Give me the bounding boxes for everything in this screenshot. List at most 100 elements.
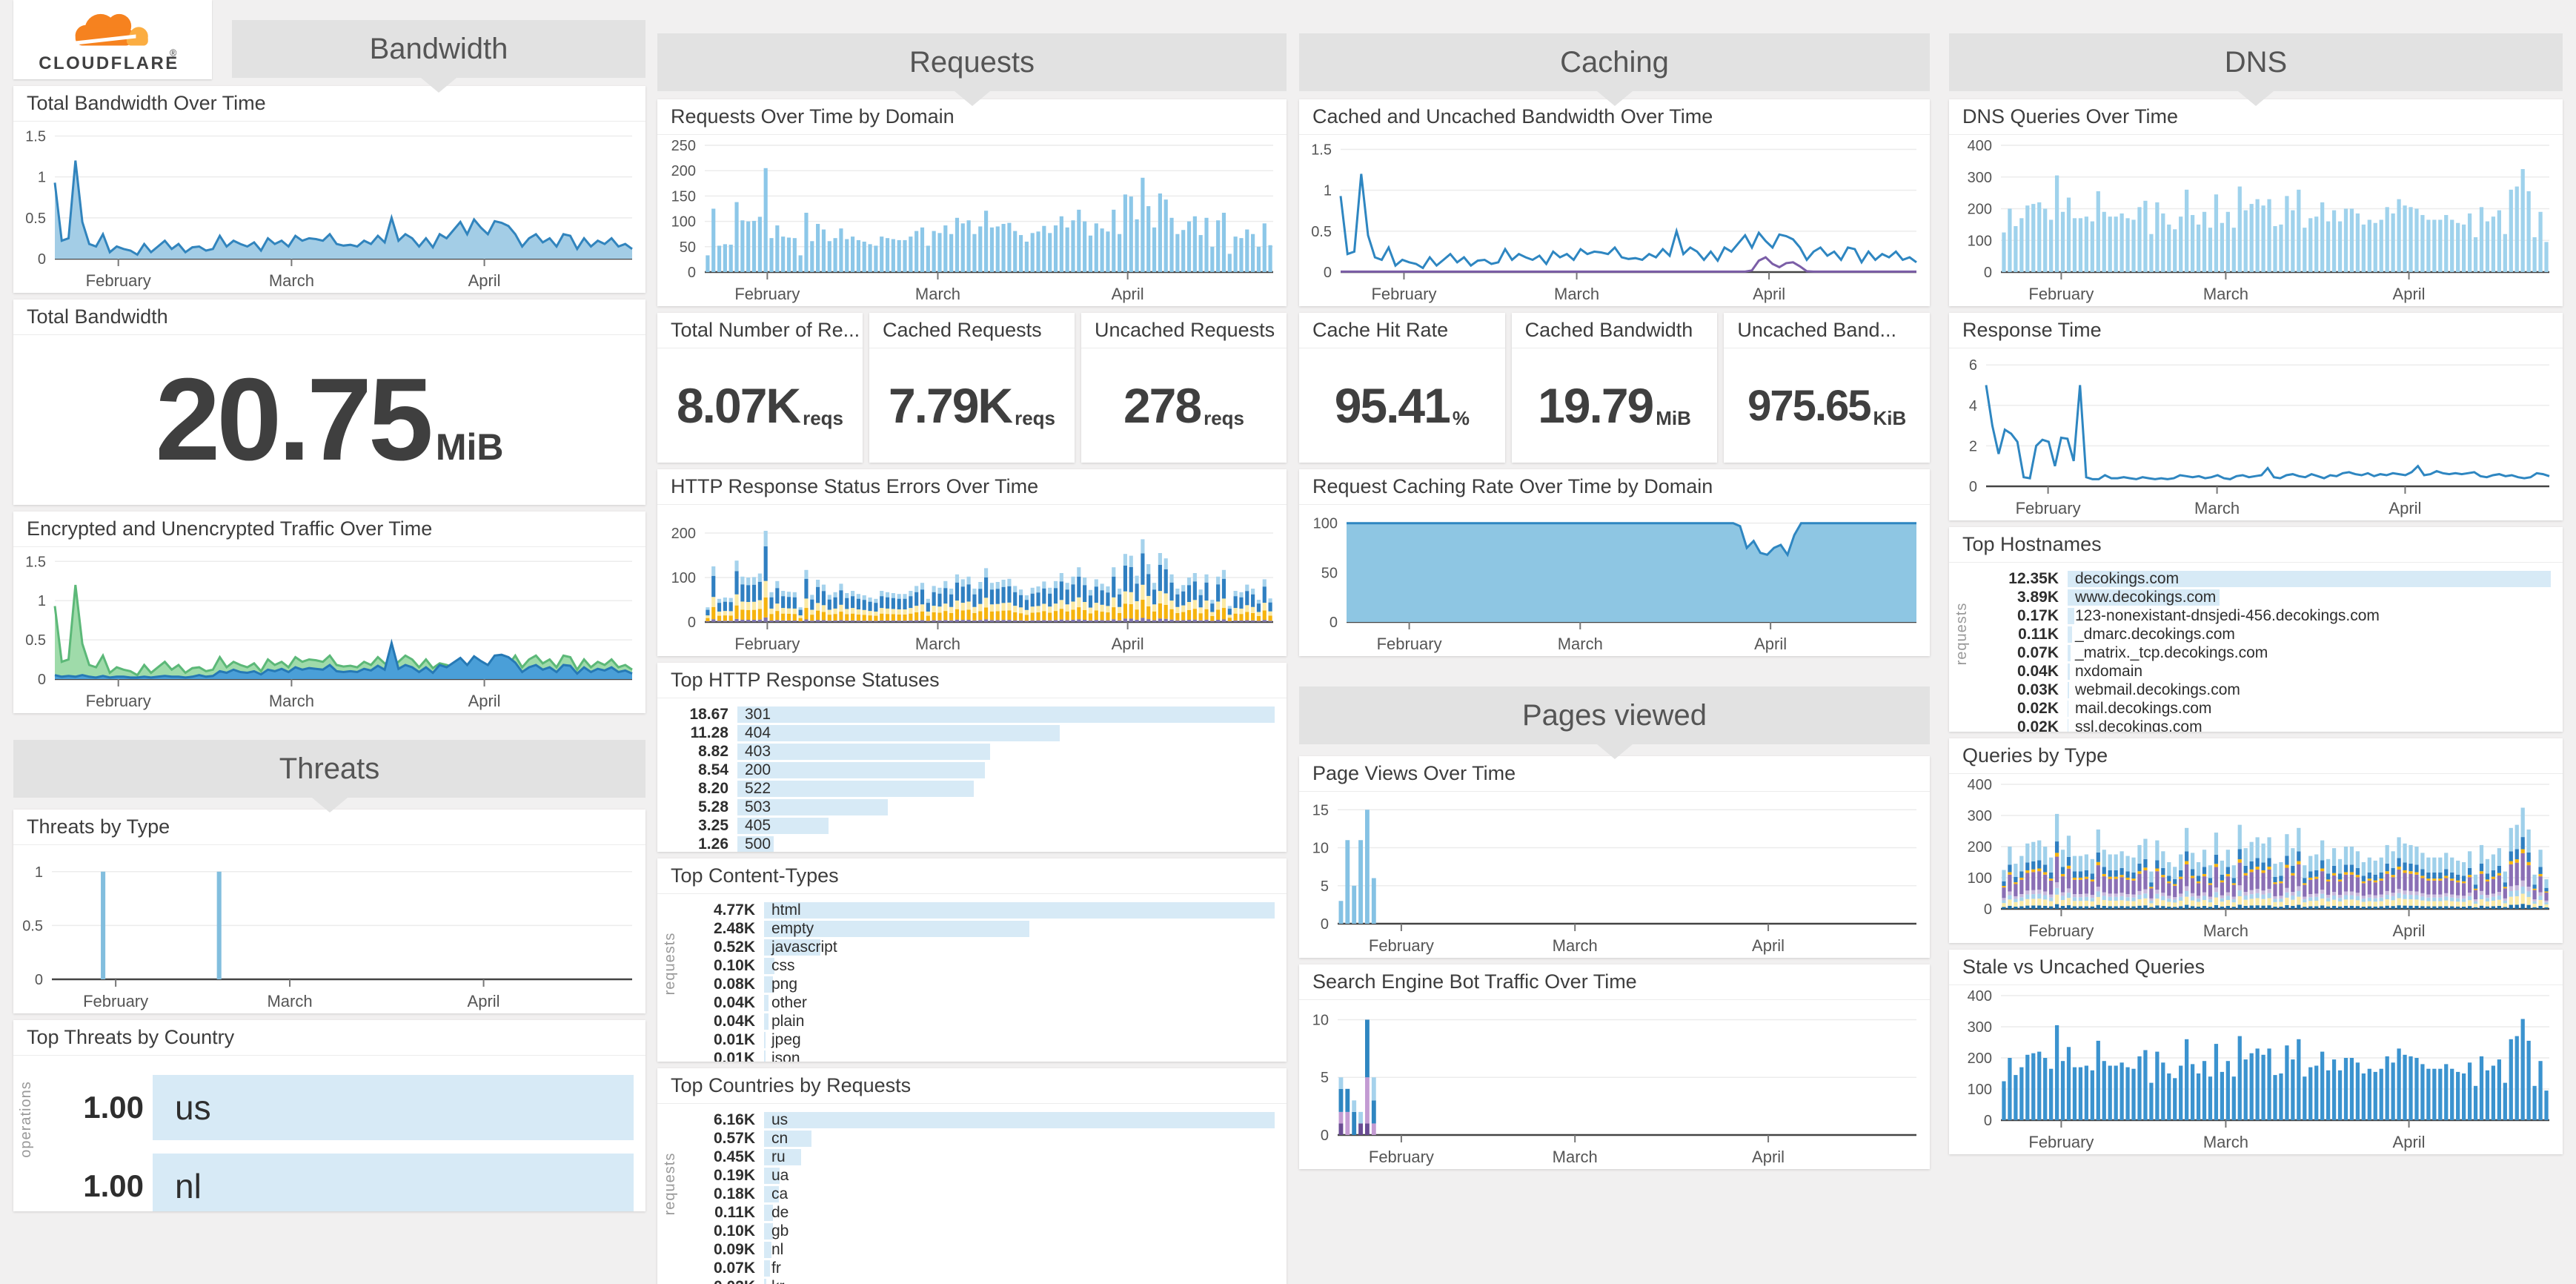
list-item-bar — [737, 799, 888, 815]
list-item-label: 200 — [745, 761, 771, 778]
list-item-value: 8.54 — [698, 761, 728, 778]
list-item-value: 0.01K — [713, 1031, 755, 1048]
list-item[interactable]: 18.67 301 — [660, 706, 1275, 723]
encrypted-traffic-chart[interactable]: 0 0.5 1 1.5 February March April — [13, 547, 645, 713]
list-item-value: 0.17K — [2016, 607, 2059, 624]
total-bandwidth-area-chart[interactable]: 0 0.5 1 1.5 February March April — [13, 122, 645, 293]
panel-title: Requests Over Time by Domain — [657, 99, 1287, 135]
svg-text:April: April — [2393, 285, 2426, 303]
list-item[interactable]: 3.89K www.decokings.com — [1976, 589, 2551, 606]
panel-top-countries: Top Countries by Requests requests 6.16K… — [657, 1068, 1287, 1284]
svg-text:March: March — [1554, 285, 1599, 303]
list-item[interactable]: 8.54 200 — [660, 761, 1275, 778]
list-item-bar — [2068, 608, 2075, 624]
svg-text:April: April — [468, 992, 500, 1010]
stale-queries-chart[interactable]: 0 100 200 300 400 February March April — [1949, 985, 2563, 1154]
cached-uncached-bandwidth-chart[interactable]: 0 0.5 1 1.5 February March April — [1299, 135, 1930, 306]
list-item[interactable]: 0.57K cn — [684, 1130, 1275, 1147]
list-item[interactable]: 0.45K ru — [684, 1148, 1275, 1165]
list-item[interactable]: 8.82 403 — [660, 743, 1275, 760]
stat-unit: reqs — [1204, 406, 1245, 429]
threats-by-type-chart[interactable]: 0 0.5 1 February March April — [13, 845, 645, 1013]
chart-svg: 0 0.5 1 1.5 February March April — [1311, 142, 1917, 303]
svg-text:300: 300 — [1968, 1019, 1992, 1036]
response-time-chart[interactable]: 0 2 4 6 February March April — [1949, 348, 2563, 520]
list-item[interactable]: 2.48K empty — [684, 920, 1275, 937]
list-item[interactable]: 0.07K _matrix._tcp.decokings.com — [1976, 644, 2551, 661]
caching-rate-chart[interactable]: 0 50 100 February March April — [1299, 505, 1930, 656]
svg-text:0.5: 0.5 — [25, 632, 46, 649]
list-item[interactable]: 0.02K ssl.decokings.com — [1976, 718, 2551, 732]
list-item[interactable]: 1.26 500 — [660, 835, 1275, 852]
requests-over-time-chart[interactable]: 0 50 100 150 200 250 February March April — [657, 135, 1287, 306]
list-item[interactable]: 0.01K jpeg — [684, 1031, 1275, 1048]
list-item[interactable]: 0.09K nl — [684, 1241, 1275, 1258]
queries-by-type-chart[interactable]: 0 100 200 300 400 February March April — [1949, 774, 2563, 943]
list-item-bar — [764, 995, 769, 1011]
svg-text:0: 0 — [1984, 265, 1992, 281]
panel-requests-over-time: Requests Over Time by Domain 0 50 100 150 20… — [657, 99, 1287, 306]
chart-svg: 0 50 100 February March April — [1313, 516, 1916, 653]
list-item[interactable]: 11.28 404 — [660, 724, 1275, 741]
list-item[interactable]: 0.11K de — [684, 1204, 1275, 1221]
svg-text:50: 50 — [680, 239, 696, 256]
panel-caching-rate: Request Caching Rate Over Time by Domain… — [1299, 469, 1930, 656]
list-item[interactable]: 0.19K ua — [684, 1167, 1275, 1184]
list-item[interactable]: 8.20 522 — [660, 780, 1275, 797]
svg-text:0: 0 — [1321, 916, 1329, 933]
list-item[interactable]: 6.16K us — [684, 1111, 1275, 1128]
list-item[interactable]: 0.04K nxdomain — [1976, 663, 2551, 680]
list-item-bar — [764, 1279, 766, 1284]
list-item-value: 0.01K — [713, 1050, 755, 1062]
list-item[interactable]: 1.00 us — [40, 1075, 634, 1140]
svg-text:6: 6 — [1969, 357, 1977, 374]
list-item[interactable]: 0.17K 123-nonexistant-dnsjedi-456.decokin… — [1976, 607, 2551, 624]
list-item[interactable]: 0.07K fr — [684, 1260, 1275, 1277]
panel-response-time: Response Time 0 2 4 6 February March April — [1949, 313, 2563, 520]
list-item[interactable]: 3.25 405 — [660, 817, 1275, 834]
page-views-chart[interactable]: 0 5 10 15 February March April — [1299, 792, 1930, 958]
list-item-value: 0.04K — [713, 1013, 755, 1030]
svg-text:100: 100 — [671, 214, 696, 231]
list-item-value: 0.11K — [714, 1204, 755, 1221]
svg-text:0: 0 — [688, 265, 696, 281]
list-item[interactable]: 0.02K mail.decokings.com — [1976, 700, 2551, 717]
list-item[interactable]: 0.08K png — [684, 976, 1275, 993]
panel-title: Search Engine Bot Traffic Over Time — [1299, 964, 1930, 1000]
list-item[interactable]: 0.10K gb — [684, 1222, 1275, 1240]
svg-text:400: 400 — [1968, 138, 1992, 154]
bot-traffic-chart[interactable]: 0 5 10 February March April — [1299, 1000, 1930, 1169]
list-item[interactable]: 0.11K _dmarc.decokings.com — [1976, 626, 2551, 643]
list-item[interactable]: 1.00 nl — [40, 1154, 634, 1211]
cloudflare-logo[interactable]: CLOUDFLARE ® — [13, 0, 212, 79]
list-item-bar — [2068, 589, 2220, 606]
list-item[interactable]: 0.01K json — [684, 1050, 1275, 1062]
list-item[interactable]: 0.02K kr — [684, 1278, 1275, 1284]
list-item[interactable]: 0.04K plain — [684, 1013, 1275, 1030]
list-item[interactable]: 0.52K javascript — [684, 939, 1275, 956]
panel-page-views: Page Views Over Time 0 5 10 15 February March… — [1299, 756, 1930, 958]
list-item[interactable]: 5.28 503 — [660, 798, 1275, 815]
svg-text:1: 1 — [38, 593, 46, 609]
stat-cache-hit-rate: Cache Hit Rate 95.41% — [1299, 313, 1505, 463]
list-item-label: us — [175, 1088, 211, 1127]
panel-http-errors: HTTP Response Status Errors Over Time 0 1… — [657, 469, 1287, 656]
list-item-label: 500 — [745, 835, 771, 852]
list-item-bar — [737, 762, 985, 778]
list-item[interactable]: 0.18K ca — [684, 1185, 1275, 1202]
list-item[interactable]: 0.04K other — [684, 994, 1275, 1011]
list-item[interactable]: 12.35K decokings.com — [1976, 570, 2551, 587]
http-errors-chart[interactable]: 0 100 200 February March April — [657, 505, 1287, 656]
panel-total-bandwidth-over-time: Total Bandwidth Over Time 0 0.5 1 1.5 Februa… — [13, 86, 645, 293]
list-item-bar — [764, 1013, 769, 1030]
list-item-value: 3.25 — [698, 817, 728, 834]
list-item-bar — [737, 818, 829, 834]
list-item[interactable]: 0.03K webmail.decokings.com — [1976, 681, 2551, 698]
svg-text:April: April — [2389, 499, 2421, 517]
list-item-label: gb — [771, 1222, 789, 1240]
svg-text:300: 300 — [1968, 808, 1992, 824]
list-item[interactable]: 4.77K html — [684, 901, 1275, 919]
list-item-value: 0.11K — [2018, 626, 2059, 643]
list-item[interactable]: 0.10K css — [684, 957, 1275, 974]
dns-queries-chart[interactable]: 0 100 200 300 400 February March April — [1949, 135, 2563, 306]
